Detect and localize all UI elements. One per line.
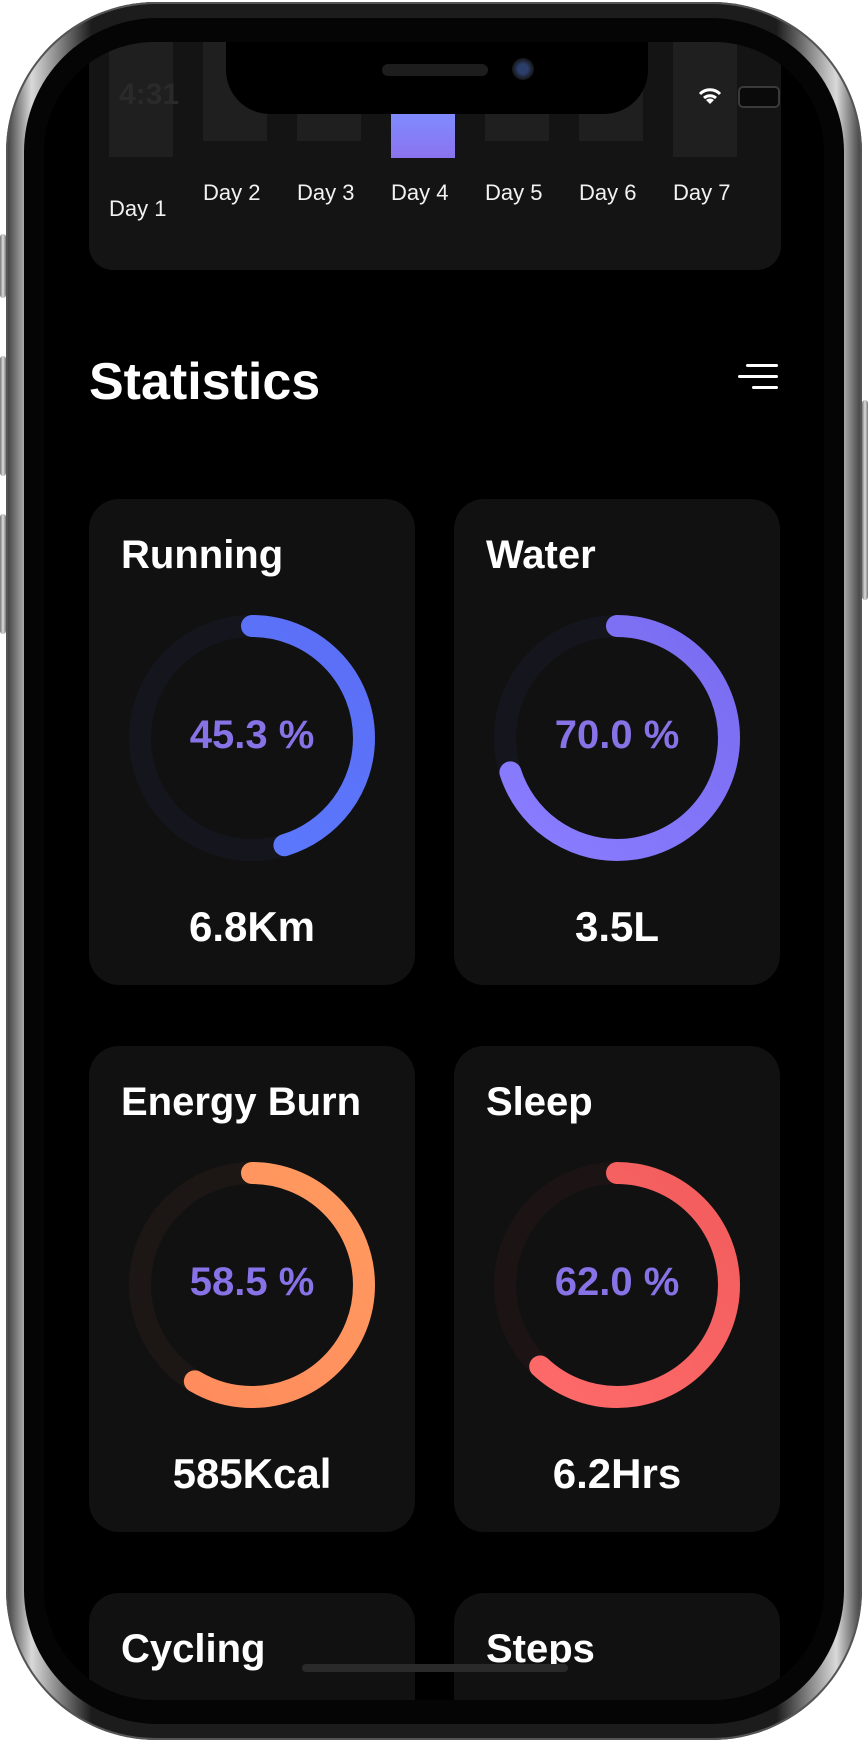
day-bar <box>673 42 737 157</box>
stat-card-title: Sleep <box>486 1080 593 1124</box>
progress-ring: 62.0 % <box>492 1160 742 1410</box>
percent-label: 45.3 % <box>189 713 315 757</box>
day-label: Day 4 <box>391 180 449 205</box>
speaker <box>382 64 488 76</box>
progress-ring: 58.5 % <box>127 1160 377 1410</box>
screen: Day 1 Day 2 Day 3 Day 4 Day 5 Day 6 Day 7 4:31… <box>44 42 824 1700</box>
day-label: Day 5 <box>485 180 543 205</box>
stat-card-water[interactable]: Water 70.0 % 3.5L <box>454 499 780 985</box>
percent-label: 70.0 % <box>554 713 680 757</box>
stat-card-title: Steps <box>486 1627 595 1671</box>
volume-up-button <box>0 356 6 476</box>
day-label: Day 7 <box>673 180 731 205</box>
stat-card-title: Cycling <box>121 1627 266 1671</box>
stat-card-title: Water <box>486 533 596 577</box>
percent-label: 58.5 % <box>189 1260 315 1304</box>
stat-value: 585Kcal <box>172 1450 332 1497</box>
home-indicator <box>302 1664 568 1672</box>
menu-icon[interactable] <box>734 362 778 396</box>
percent-label: 62.0 % <box>554 1260 680 1304</box>
stat-card-title: Energy Burn <box>121 1080 362 1124</box>
stat-card-cycling[interactable]: Cycling <box>89 1593 415 1700</box>
power-button <box>862 400 868 600</box>
page-title: Statistics <box>89 353 321 411</box>
mute-switch <box>0 234 6 298</box>
progress-ring: 45.3 % <box>127 613 377 863</box>
day-label: Day 1 <box>109 196 167 221</box>
volume-down-button <box>0 514 6 634</box>
stat-value: 6.2Hrs <box>552 1450 682 1497</box>
ring-progress <box>494 615 740 861</box>
day-label: Day 6 <box>579 180 637 205</box>
stat-value: 6.8Km <box>188 903 316 950</box>
day-label: Day 2 <box>203 180 261 205</box>
ring-progress <box>129 615 375 861</box>
camera <box>512 58 534 80</box>
notch <box>226 42 648 114</box>
battery-icon <box>738 86 780 108</box>
stat-card-sleep[interactable]: Sleep 62.0 % 6.2Hrs <box>454 1046 780 1532</box>
day-label: Day 3 <box>297 180 355 205</box>
stat-card-running[interactable]: Running 45.3 % 6.8Km <box>89 499 415 985</box>
day-bar <box>109 42 173 157</box>
status-time: 4:31 <box>119 78 180 111</box>
stat-value: 3.5L <box>574 903 660 950</box>
ring-progress <box>129 1162 375 1408</box>
progress-ring: 70.0 % <box>492 613 742 863</box>
ring-progress <box>494 1162 740 1408</box>
stat-card-title: Running <box>121 533 284 577</box>
day-selector-card: Day 1 Day 2 Day 3 Day 4 Day 5 Day 6 Day 7 <box>89 42 781 270</box>
wifi-icon <box>698 88 722 104</box>
day-bar <box>391 112 455 158</box>
stat-card-steps[interactable]: Steps <box>454 1593 780 1700</box>
stat-card-energy-burn[interactable]: Energy Burn 58.5 % 585Kcal <box>89 1046 415 1532</box>
